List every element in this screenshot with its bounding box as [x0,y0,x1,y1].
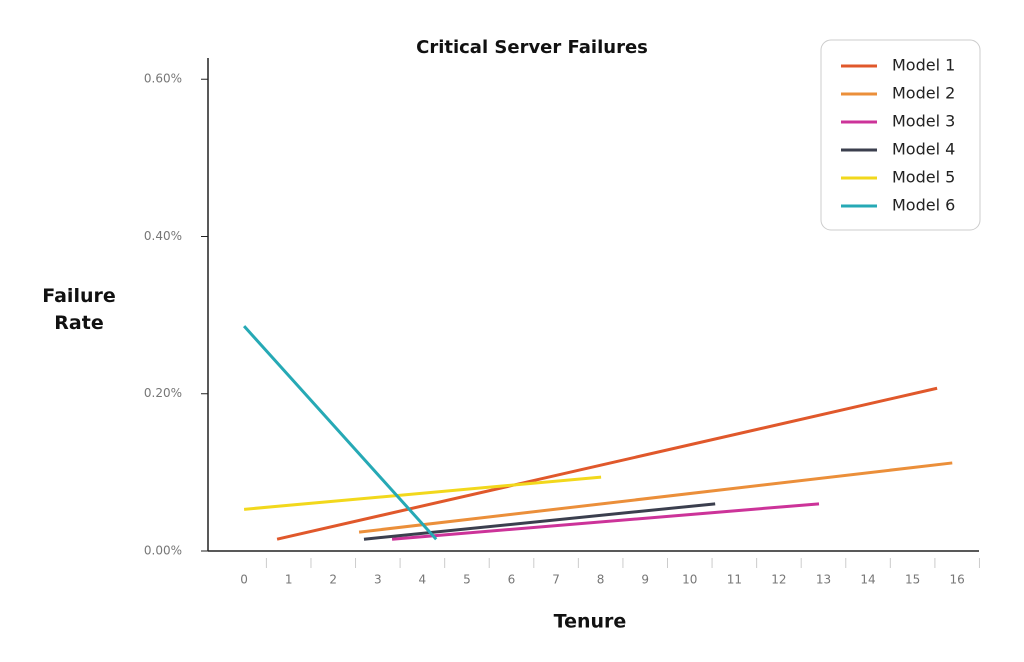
legend-label: Model 4 [892,140,955,159]
legend-label: Model 1 [892,56,955,75]
x-tick-label: 13 [816,573,831,587]
x-tick-label: 11 [727,573,742,587]
chart-title: Critical Server Failures [416,37,648,58]
x-tick-label: 10 [682,573,697,587]
x-tick-label: 7 [552,573,560,587]
y-axis-label: Failure Rate [42,285,116,334]
series-line [242,325,438,541]
legend-label: Model 3 [892,112,955,131]
x-tick-label: 12 [771,573,786,587]
x-tick-label: 5 [463,573,471,587]
x-tick-label: 3 [374,573,382,587]
x-axis-label: Tenure [554,611,627,633]
x-tick-label: 2 [329,573,337,587]
x-tick-label: 15 [905,573,920,587]
legend-label: Model 2 [892,84,955,103]
x-tick-label: 0 [240,573,248,587]
legend-box [820,39,981,231]
x-tick-label: 16 [950,573,965,587]
y-tick-label: 0.20% [144,386,182,400]
y-tick-label: 0.60% [144,72,182,86]
legend-label: Model 5 [892,168,955,187]
legend-label: Model 6 [892,196,955,215]
x-tick-label: 4 [419,573,427,587]
series-line [243,475,602,511]
series-line [391,502,820,541]
x-tick-label: 14 [860,573,875,587]
y-tick-label: 0.00% [144,544,182,558]
series-line [276,386,938,541]
x-tick-label: 8 [597,573,605,587]
series-line [358,461,953,534]
series-line [363,502,716,541]
x-tick-label: 9 [641,573,649,587]
x-tick-label: 6 [508,573,516,587]
y-tick-label: 0.40% [144,229,182,243]
x-tick-label: 1 [285,573,293,587]
